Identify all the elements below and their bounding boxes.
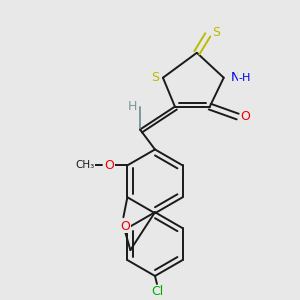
Text: O: O: [241, 110, 250, 123]
Text: S: S: [151, 71, 159, 84]
Text: N: N: [231, 71, 240, 84]
Text: CH₃: CH₃: [75, 160, 94, 170]
Text: Cl: Cl: [151, 285, 163, 298]
Text: H: H: [128, 100, 137, 113]
Text: O: O: [104, 159, 114, 172]
Text: -H: -H: [238, 73, 251, 83]
Text: S: S: [212, 26, 220, 39]
Text: O: O: [120, 220, 130, 233]
